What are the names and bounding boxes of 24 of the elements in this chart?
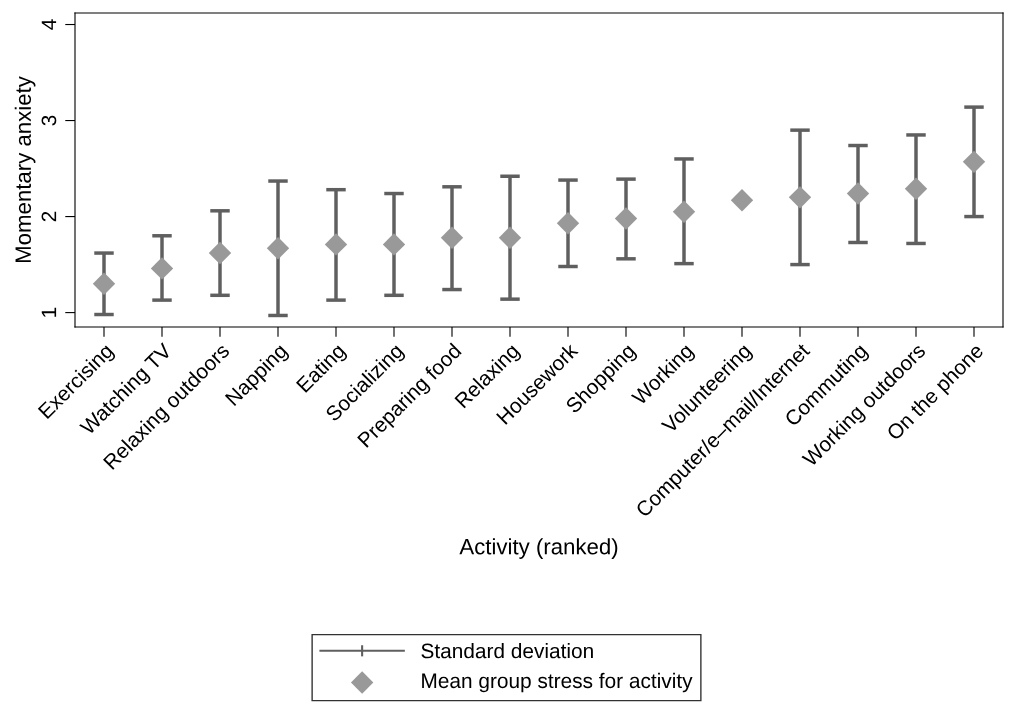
- text: Standard deviation: [421, 642, 593, 659]
- point: [266, 237, 290, 260]
- point: [904, 177, 928, 200]
- point: [498, 226, 522, 249]
- point: [208, 241, 232, 265]
- point: [92, 272, 116, 295]
- y-tick-label: 4: [41, 19, 57, 30]
- point: [440, 226, 464, 249]
- y-tick-label: 1: [41, 307, 57, 317]
- point: [846, 182, 870, 205]
- point: [382, 233, 406, 256]
- point: [324, 233, 348, 256]
- point: [730, 189, 754, 212]
- legend-label: Mean group stress for activity: [422, 672, 693, 693]
- x-axis-title: Activity (ranked): [459, 538, 618, 559]
- point: [614, 207, 638, 230]
- y-tick-label: 2: [41, 211, 57, 222]
- point: [672, 200, 696, 223]
- y-tick-label: 3: [41, 115, 57, 126]
- point: [962, 150, 986, 174]
- point: [788, 186, 812, 209]
- point: [556, 212, 580, 235]
- point: [150, 257, 174, 280]
- y-axis-title: Momentary anxiety: [14, 76, 36, 263]
